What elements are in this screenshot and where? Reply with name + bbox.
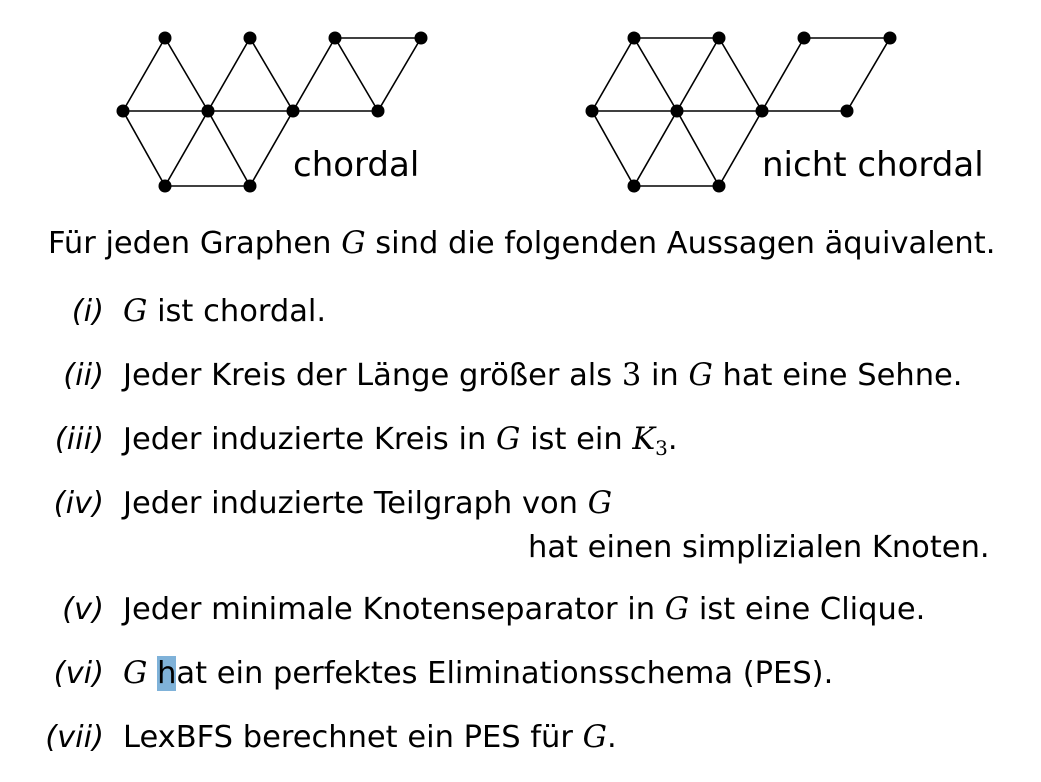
item-text-segment: at ein perfektes Eliminationsschema (PES…	[176, 656, 834, 691]
chordal-label: chordal	[293, 145, 419, 185]
item-text: Jeder minimale Knotenseparator in G ist …	[123, 592, 925, 627]
item-text-segment: hat eine Sehne.	[712, 358, 963, 393]
chordal-graph-vertices	[116, 31, 428, 193]
non-chordal-label: nicht chordal	[762, 145, 984, 185]
item-number: (vi)	[53, 656, 104, 691]
item-text: G hat ein perfektes Eliminationsschema (…	[123, 656, 833, 691]
item-text-segment: Jeder induzierte Kreis in	[123, 422, 497, 457]
item-text-segment: ist eine Clique.	[689, 592, 926, 627]
intro-sentence: Für jeden Graphen G sind die folgenden A…	[48, 226, 996, 261]
graph-illustrations: chordal nicht chordal	[116, 31, 984, 193]
item-text: Jeder Kreis der Länge größer als 3 in G …	[123, 358, 963, 393]
chordal-graph	[122, 37, 422, 187]
item-number: (iv)	[53, 486, 104, 521]
item-text-segment: Jeder induzierte Teilgraph von	[123, 486, 588, 521]
item-text-segment: ist chordal.	[147, 294, 327, 329]
text-cursor-highlight: h	[157, 656, 177, 691]
item-text-segment: 3	[621, 358, 642, 393]
item-text-segment: G	[496, 422, 521, 457]
item-text-segment: .	[607, 720, 617, 755]
item-text-segment: G	[123, 656, 148, 691]
item-text-segment: in	[641, 358, 689, 393]
item-text-segment: ist ein	[520, 422, 633, 457]
item-text-segment: G	[582, 720, 607, 755]
non-chordal-graph-vertices	[585, 31, 897, 193]
item-text-segment: G	[688, 358, 713, 393]
non-chordal-graph	[591, 37, 891, 187]
item-text-segment: G	[587, 486, 613, 521]
item-text-segment: Jeder Kreis der Länge größer als	[123, 358, 622, 393]
item-text-segment: Jeder minimale Knotenseparator in	[123, 592, 665, 627]
item-text-segment: G	[123, 294, 148, 329]
item-text-segment: K	[632, 422, 656, 457]
item-text: LexBFS berechnet ein PES für G.	[123, 720, 617, 755]
item-text-segment: LexBFS berechnet ein PES für	[123, 720, 583, 755]
item-text-segment: .	[667, 422, 678, 457]
item-text: Jeder induzierte Teilgraph von G	[123, 486, 612, 521]
item-number: (ii)	[63, 358, 104, 393]
item-text: G ist chordal.	[123, 294, 326, 329]
item-text-segment: 3	[655, 436, 668, 460]
item-text: Jeder induzierte Kreis in G ist ein K3.	[123, 422, 678, 460]
item-continuation: hat einen simplizialen Knoten.	[528, 530, 990, 565]
item-text-segment: G	[664, 592, 690, 627]
item-number: (i)	[71, 294, 104, 329]
item-number: (v)	[62, 592, 104, 627]
item-number: (iii)	[54, 422, 104, 457]
item-number: (vii)	[45, 720, 104, 755]
